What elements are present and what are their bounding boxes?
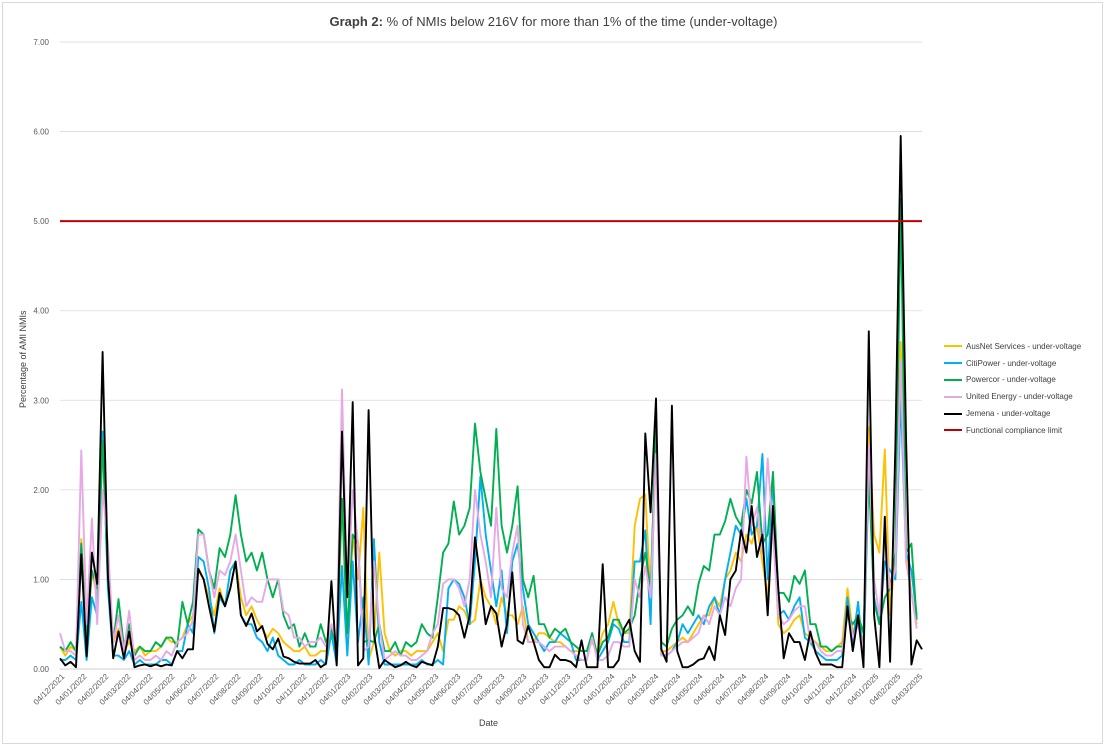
legend-swatch bbox=[944, 412, 962, 415]
y-tick-label: 2.00 bbox=[33, 486, 49, 495]
legend-swatch bbox=[944, 378, 962, 381]
legend: AusNet Services - under-voltage CitiPower… bbox=[944, 338, 1081, 439]
legend-item: AusNet Services - under-voltage bbox=[944, 338, 1081, 355]
y-tick-label: 7.00 bbox=[33, 38, 49, 47]
series-line-3 bbox=[59, 359, 918, 661]
y-tick-label: 0.00 bbox=[33, 665, 49, 674]
chart-title-bold: Graph 2: bbox=[329, 14, 383, 29]
chart-title: Graph 2: % of NMIs below 216V for more t… bbox=[0, 14, 1107, 29]
legend-item: Jemena - under-voltage bbox=[944, 405, 1081, 422]
x-axis-label: Date bbox=[479, 718, 499, 728]
chart-title-rest: % of NMIs below 216V for more than 1% of… bbox=[386, 14, 778, 29]
legend-item: United Energy - under-voltage bbox=[944, 388, 1081, 405]
legend-label: United Energy - under-voltage bbox=[966, 392, 1073, 402]
series-lines bbox=[59, 135, 923, 670]
y-tick-label: 5.00 bbox=[33, 217, 49, 226]
legend-label: Functional compliance limit bbox=[966, 425, 1063, 435]
legend-label: Jemena - under-voltage bbox=[966, 409, 1051, 419]
legend-label: AusNet Services - under-voltage bbox=[966, 341, 1082, 351]
legend-item: Powercor - under-voltage bbox=[944, 372, 1081, 389]
y-tick-label: 4.00 bbox=[33, 307, 49, 316]
y-tick-label: 1.00 bbox=[33, 575, 49, 584]
legend-swatch bbox=[944, 429, 962, 432]
series-line-2 bbox=[59, 197, 918, 657]
x-tick-labels: 04/12/202104/01/202204/02/202204/03/2022… bbox=[32, 672, 925, 707]
legend-label: CitiPower - under-voltage bbox=[966, 358, 1057, 368]
legend-swatch bbox=[944, 345, 962, 348]
legend-item: CitiPower - under-voltage bbox=[944, 355, 1081, 372]
y-tick-labels: 0.00 1.00 2.00 3.00 4.00 5.00 6.00 7.00 bbox=[33, 38, 49, 674]
y-axis-label: Percentage of AMI NMIs bbox=[18, 310, 28, 408]
legend-swatch bbox=[944, 362, 962, 365]
legend-label: Powercor - under-voltage bbox=[966, 375, 1056, 385]
y-tick-label: 6.00 bbox=[33, 128, 49, 137]
series-line-4 bbox=[59, 135, 923, 670]
y-tick-label: 3.00 bbox=[33, 396, 49, 405]
legend-swatch bbox=[944, 395, 962, 398]
legend-item: Functional compliance limit bbox=[944, 422, 1081, 439]
